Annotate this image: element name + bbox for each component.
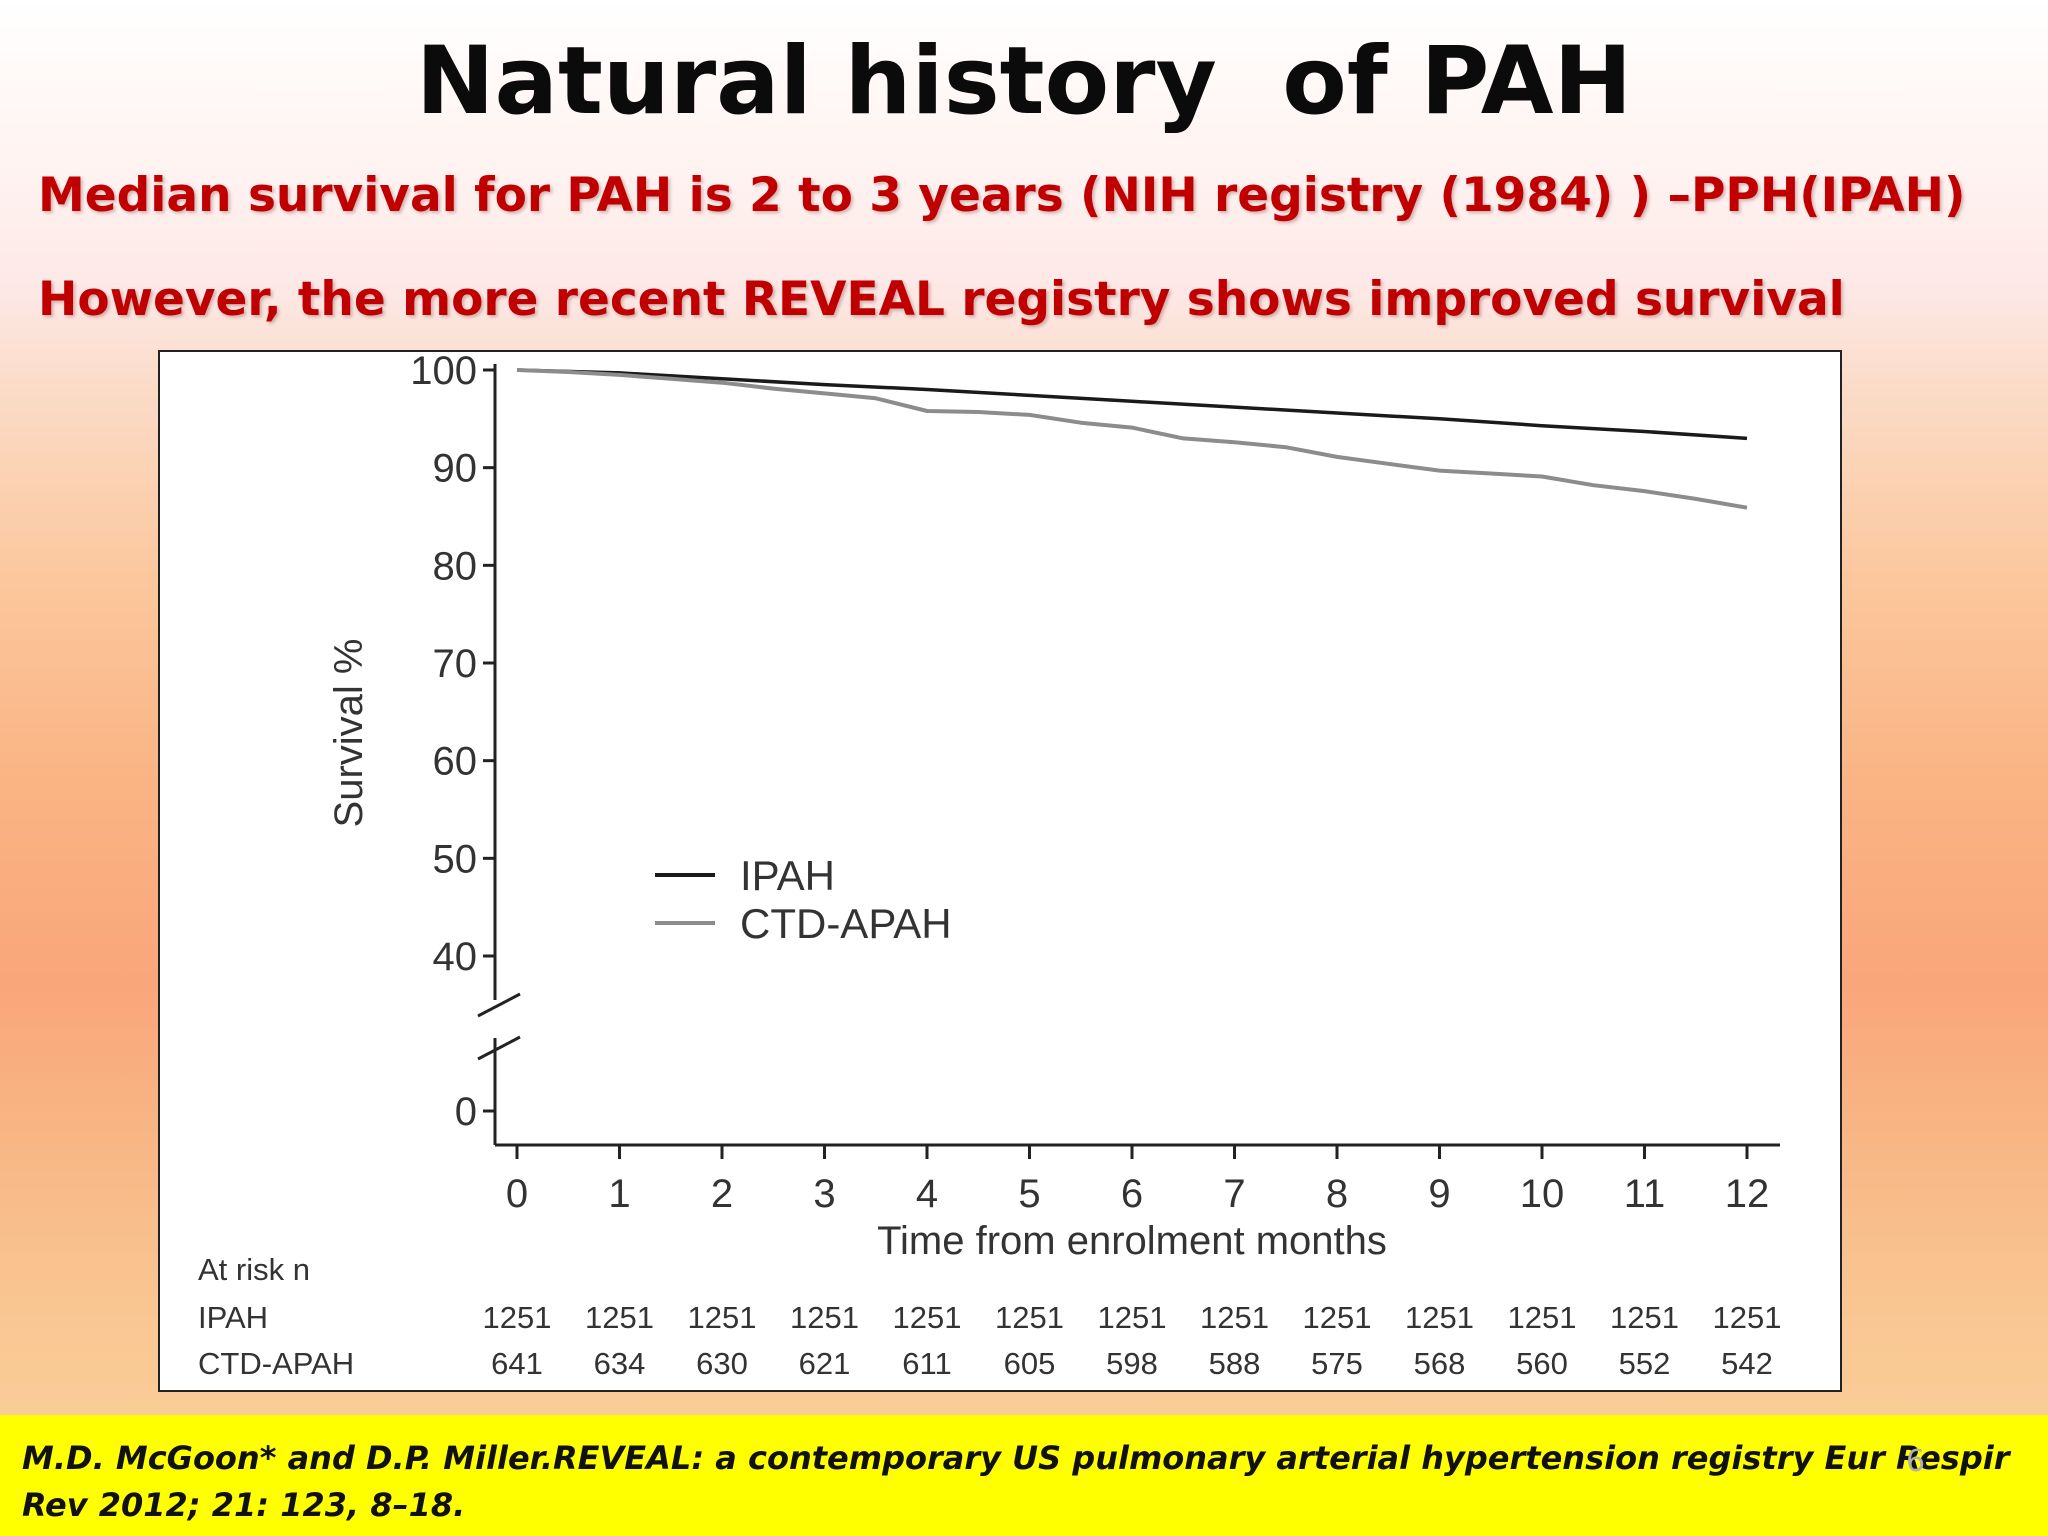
slide-title: Natural history of PAH [415,27,1633,136]
at-risk-value: 542 [1721,1346,1773,1381]
at-risk-value: 1251 [1713,1300,1782,1335]
at-risk-value: 575 [1311,1346,1363,1381]
survival-chart: 0 40 50 60 70 80 90 100 0 1 2 3 4 5 6 7 8 9 10 11 12 Time fro… [158,350,1842,1392]
at-risk-value: 598 [1106,1346,1158,1381]
x-tick-label: 9 [1428,1172,1450,1216]
x-tick-label: 11 [1624,1172,1666,1216]
y-tick-label: 90 [433,447,478,491]
at-risk-value: 568 [1414,1346,1466,1381]
at-risk-row-name: CTD-APAH [198,1346,354,1381]
at-risk-value: 634 [594,1346,646,1381]
y-tick-label: 70 [433,642,478,686]
x-tick-label: 12 [1725,1172,1770,1216]
at-risk-value: 1251 [1508,1300,1577,1335]
x-tick-label: 8 [1326,1172,1348,1216]
at-risk-value: 1251 [1200,1300,1269,1335]
x-tick-label: 3 [813,1172,835,1216]
x-tick-label: 0 [506,1172,528,1216]
x-tick-label: 10 [1520,1172,1565,1216]
y-axis-break-mark [477,1035,521,1061]
at-risk-value: 1251 [790,1300,859,1335]
y-tick-label: 0 [455,1090,477,1134]
x-tick-label: 5 [1018,1172,1040,1216]
x-tick-label: 2 [711,1172,733,1216]
y-tick-label: 40 [433,935,478,979]
at-risk-label: At risk n [198,1252,310,1287]
series-line-ipah [516,368,1748,441]
y-axis-title: Survival % [327,639,371,828]
x-tick-label: 6 [1121,1172,1143,1216]
citation-text: M.D. McGoon* and D.P. Miller.REVEAL: a c… [22,1439,2010,1524]
y-tick-label: 100 [410,352,477,393]
at-risk-value: 605 [1004,1346,1056,1381]
at-risk-value: 552 [1619,1346,1671,1381]
y-axis-break-mark [477,992,521,1018]
y-tick-label: 60 [433,740,478,784]
at-risk-row-name: IPAH [198,1300,268,1335]
at-risk-value: 621 [799,1346,851,1381]
at-risk-value: 1251 [483,1300,552,1335]
x-tick-label: 4 [916,1172,938,1216]
at-risk-value: 1251 [1405,1300,1474,1335]
at-risk-value: 630 [696,1346,748,1381]
at-risk-value: 611 [902,1346,951,1381]
at-risk-value: 560 [1516,1346,1568,1381]
at-risk-value: 1251 [893,1300,962,1335]
at-risk-value: 1251 [1610,1300,1679,1335]
at-risk-value: 1251 [995,1300,1064,1335]
at-risk-value: 588 [1209,1346,1261,1381]
x-tick-label: 7 [1223,1172,1245,1216]
citation-bar: M.D. McGoon* and D.P. Miller.REVEAL: a c… [0,1415,2048,1536]
at-risk-value: 1251 [585,1300,654,1335]
x-tick-label: 1 [608,1172,630,1216]
at-risk-value: 641 [491,1346,543,1381]
at-risk-value: 1251 [1303,1300,1372,1335]
y-tick-label: 50 [433,837,478,881]
at-risk-value: 1251 [1098,1300,1167,1335]
series-line-ctd-apah [516,368,1748,510]
bullet-reveal-registry: However, the more recent REVEAL registry… [38,272,1845,327]
bullet-median-survival: Median survival for PAH is 2 to 3 years … [38,168,1966,223]
at-risk-value: 1251 [688,1300,757,1335]
y-tick-label: 80 [433,544,478,588]
page-number: 6 [1906,1444,1926,1479]
legend-label: IPAH [740,852,835,899]
x-axis-title: Time from enrolment months [877,1219,1387,1263]
legend-label: CTD-APAH [740,900,952,947]
